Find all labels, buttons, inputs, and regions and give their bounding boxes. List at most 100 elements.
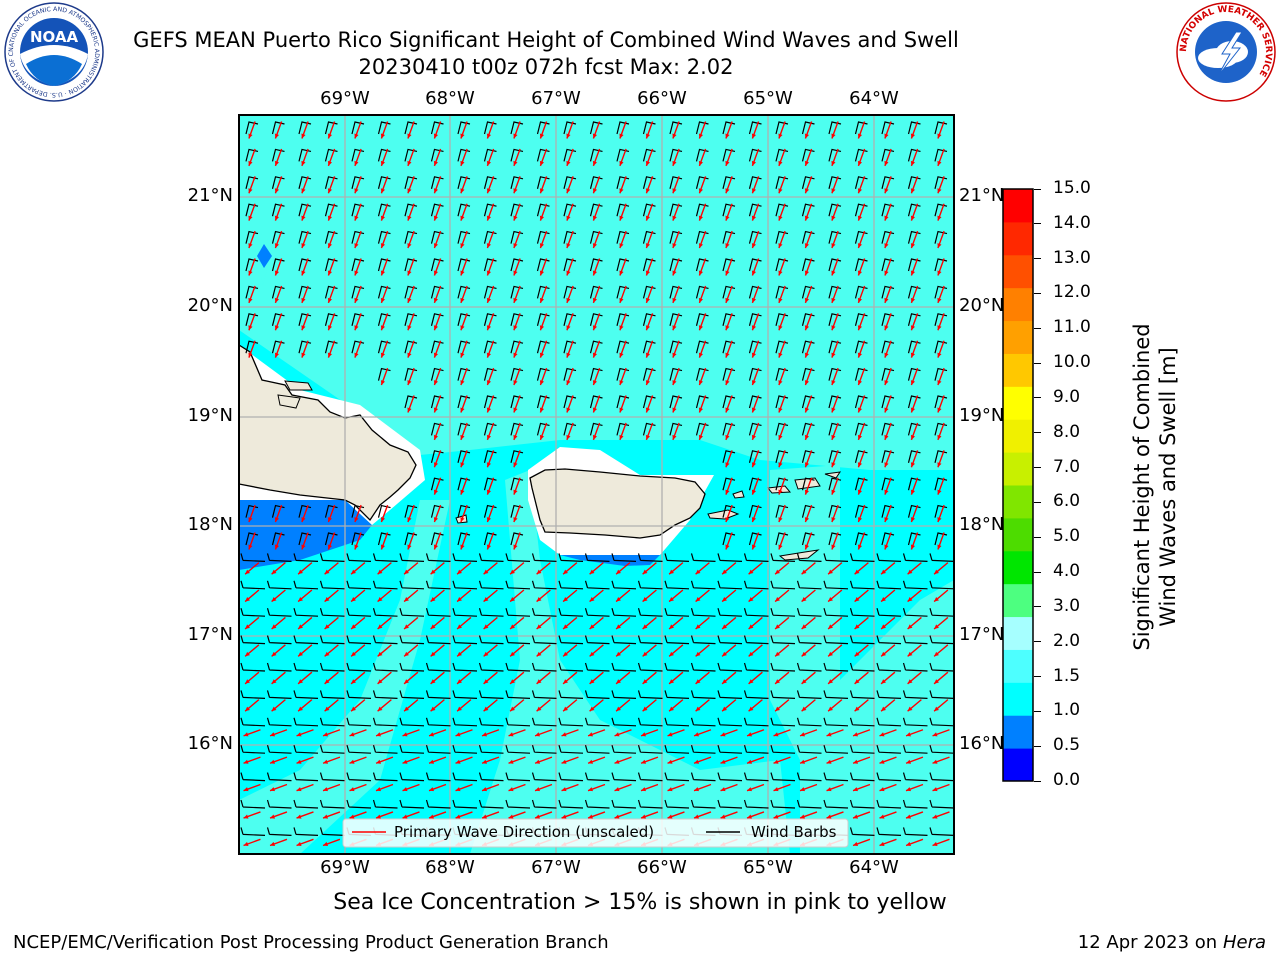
wind-barb: [505, 772, 531, 782]
wave-arrow: [932, 729, 950, 737]
wind-barb: [452, 799, 478, 809]
wind-barb: [399, 690, 425, 699]
wave-arrow: [403, 616, 419, 630]
wind-barb: [929, 553, 955, 562]
wave-arrow: [857, 340, 866, 358]
wave-arrow: [698, 121, 707, 139]
colorbar-tick-label: 3.0: [1053, 595, 1081, 616]
wind-barb: [452, 662, 478, 672]
wind-barb: [849, 635, 875, 645]
wave-arrow: [566, 258, 574, 276]
wave-arrow: [667, 811, 685, 819]
wave-arrow: [884, 477, 892, 495]
wave-arrow: [248, 504, 256, 523]
wave-arrow: [804, 285, 813, 304]
wave-arrow: [698, 148, 707, 167]
wave-arrow: [513, 148, 521, 167]
wave-arrow: [672, 340, 680, 358]
wave-arrow: [910, 367, 919, 386]
map-legend: Primary Wave Direction (unscaled) Wind B…: [342, 818, 849, 848]
wave-arrow: [589, 562, 604, 575]
wind-barb: [664, 745, 690, 754]
colorbar-cell: [1003, 189, 1033, 223]
wind-barb: [452, 580, 478, 590]
wind-barb: [611, 635, 637, 645]
wind-barb: [346, 635, 372, 645]
wave-arrow: [296, 838, 314, 847]
wave-arrow: [509, 644, 525, 657]
wind-barb: [240, 799, 266, 809]
wind-barb: [266, 827, 292, 836]
wave-arrow: [428, 783, 447, 792]
wave-arrow: [910, 176, 919, 194]
wave-arrow: [645, 422, 654, 441]
wave-arrow: [799, 756, 818, 764]
colorbar-cell: [1003, 419, 1033, 453]
wave-arrow: [804, 340, 813, 358]
wave-arrow: [460, 450, 468, 468]
colorbar-tick: [1034, 676, 1041, 678]
wave-arrow: [271, 699, 286, 712]
footer-date-text: 12 Apr 2023 on: [1077, 932, 1223, 953]
wind-barb: [823, 745, 849, 754]
wind-barb: [717, 662, 743, 672]
footer-date: 12 Apr 2023 on Hera: [1078, 932, 1266, 953]
colorbar-label-line1: Significant Height of Combined: [1130, 323, 1154, 651]
wave-arrow: [698, 367, 707, 386]
wave-arrow: [483, 671, 498, 685]
wave-arrow: [932, 838, 950, 847]
wave-arrow: [592, 230, 601, 249]
lon-label-bottom: 65°W: [743, 857, 793, 878]
wave-arrow: [539, 258, 548, 276]
wave-arrow: [534, 729, 553, 737]
legend-barb-label: Wind Barbs: [751, 823, 837, 841]
wave-arrow: [301, 230, 309, 249]
wind-barb: [399, 580, 425, 590]
wave-arrow: [301, 532, 309, 550]
wind-barb: [796, 635, 822, 645]
wave-arrow: [403, 562, 419, 575]
wave-arrow: [566, 395, 574, 413]
wave-arrow: [274, 230, 283, 249]
wave-arrow: [751, 258, 760, 276]
wave-arrow: [248, 148, 256, 167]
wind-barb: [558, 745, 584, 754]
wave-arrow: [804, 313, 813, 331]
wave-arrow: [301, 121, 309, 139]
wave-arrow: [831, 313, 839, 331]
wave-arrow: [407, 203, 415, 221]
wave-arrow: [483, 616, 498, 630]
wave-arrow: [642, 671, 657, 685]
colorbar-cell: [1003, 485, 1033, 519]
wind-barb: [664, 635, 690, 645]
wave-arrow: [721, 562, 737, 575]
wave-arrow: [407, 340, 415, 358]
wave-arrow: [725, 203, 733, 221]
wave-arrow: [460, 285, 468, 304]
wave-arrow: [486, 258, 495, 276]
wave-arrow: [778, 504, 786, 523]
wind-barb: [637, 553, 663, 562]
wave-arrow: [248, 258, 256, 276]
wave-arrow: [460, 395, 468, 413]
wave-arrow: [274, 285, 283, 304]
wave-arrow: [327, 504, 336, 523]
wind-barb: [664, 717, 690, 727]
wave-arrow: [831, 477, 839, 495]
wave-arrow: [354, 532, 362, 550]
wave-arrow: [937, 230, 945, 249]
colorbar-cell: [1003, 254, 1033, 289]
wave-arrow: [271, 671, 286, 685]
wave-arrow: [274, 532, 283, 550]
wave-arrow: [937, 176, 945, 194]
wave-arrow: [907, 589, 922, 603]
wave-arrow: [592, 176, 601, 194]
wave-arrow: [539, 422, 548, 441]
wave-arrow: [248, 121, 256, 139]
wave-arrow: [720, 729, 738, 737]
wave-arrow: [748, 562, 763, 575]
colorbar-tick-label: 14.0: [1053, 212, 1091, 233]
wind-barb: [929, 690, 955, 699]
wind-barb: [902, 799, 928, 809]
